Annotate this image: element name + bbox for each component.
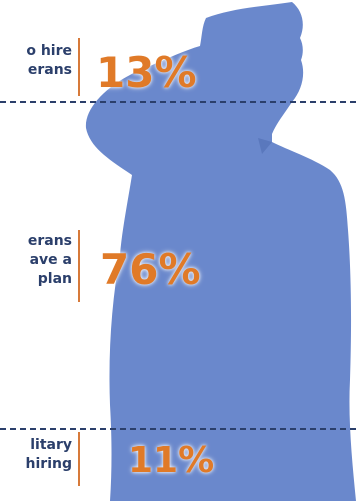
section-3-label: litary hiring — [26, 436, 72, 474]
section-3-bar — [78, 432, 80, 486]
section-1-percent: 13% — [96, 48, 197, 97]
section-2-label-line-1: erans — [27, 233, 72, 249]
section-2-bar — [78, 230, 80, 302]
section-1-label-line-1: o hire — [26, 43, 72, 59]
divider-top — [0, 101, 356, 103]
section-3-label-line-2: hiring — [25, 456, 72, 472]
divider-bottom — [0, 428, 356, 430]
section-2-label: erans ave a plan — [28, 232, 72, 289]
section-2-label-line-3: plan — [37, 271, 72, 287]
section-3-label-line-1: litary — [30, 437, 72, 453]
section-2-percent: 76% — [100, 245, 201, 294]
section-1-label: o hire erans — [26, 42, 72, 80]
section-1-bar — [78, 38, 80, 96]
section-3-percent: 11% — [128, 440, 215, 481]
section-1-label-line-2: erans — [27, 62, 72, 78]
section-2-label-line-2: ave a — [29, 252, 72, 268]
